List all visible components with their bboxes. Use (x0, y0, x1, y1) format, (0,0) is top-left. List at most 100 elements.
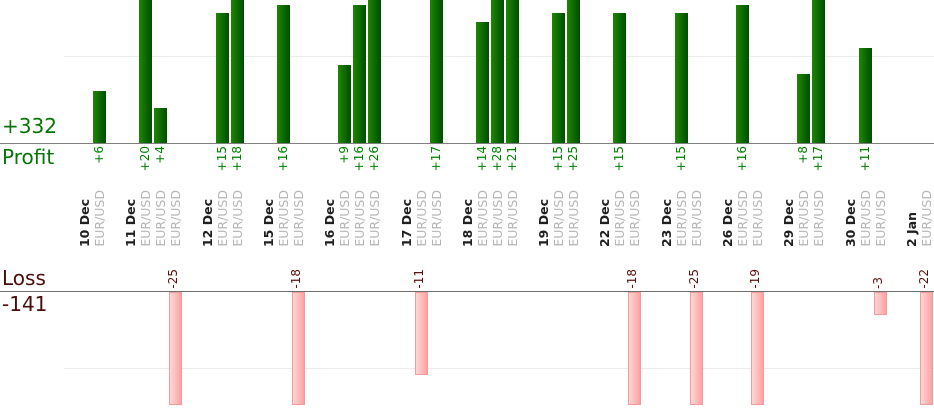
trade-symbol-label: EUR/USD (153, 190, 169, 247)
trade-date-label: 22 Dec (597, 198, 613, 247)
trade-date-label: 2 Jan (903, 211, 919, 247)
trade-symbol-label: EUR/USD (750, 190, 765, 247)
trade-symbol-label: EUR/USD (428, 190, 444, 247)
profit-bar (797, 74, 811, 143)
profit-axis-line (0, 143, 934, 144)
loss-bar (919, 292, 933, 405)
trade-symbol-label: EUR/USD (627, 190, 643, 247)
profit-value-label: +28 (489, 146, 504, 172)
profit-bar (736, 5, 749, 143)
profit-bar (93, 91, 106, 143)
profit-value-label: +9 (337, 146, 352, 164)
loss-bar (689, 292, 703, 405)
profit-value-label: +8 (796, 146, 811, 164)
trade-symbol-label: EUR/USD (796, 190, 812, 247)
profit-value-label: +4 (153, 146, 168, 164)
trade-symbol-label: EUR/USD (688, 190, 704, 247)
trade-symbol-label: EUR/USD (168, 190, 184, 247)
loss-value-label: -25 (686, 269, 701, 289)
profit-total: +332 (2, 114, 57, 138)
trade-date-label: 26 Dec (720, 198, 735, 247)
profit-value-label: +20 (138, 146, 153, 172)
trade-symbol-label: EUR/USD (413, 190, 429, 247)
trade-symbol-label: EUR/USD (504, 190, 520, 247)
trade-date-label: 11 Dec (123, 198, 139, 247)
trade-symbol-label: EUR/USD (857, 190, 873, 247)
trade-date-label: 19 Dec (536, 198, 552, 247)
trade-symbol-label: EUR/USD (489, 190, 505, 247)
profit-value-label: +16 (735, 146, 749, 172)
trade-date-label: 12 Dec (199, 198, 215, 247)
profit-value-label: +15 (551, 146, 566, 172)
trade-date-label: 29 Dec (781, 198, 797, 247)
trade-symbol-label: EUR/USD (811, 190, 827, 247)
loss-value-label: -18 (625, 269, 640, 289)
profit-bar (353, 5, 367, 143)
trade-date-label: 30 Dec (842, 198, 858, 247)
trade-symbol-label: EUR/USD (352, 190, 368, 247)
profit-bar (154, 108, 168, 143)
profit-bar (858, 48, 872, 143)
profit-bar (613, 13, 627, 143)
trade-symbol-label: EUR/USD (673, 190, 689, 247)
trade-date-label: 17 Dec (398, 198, 414, 247)
trade-symbol-label: EUR/USD (337, 190, 353, 247)
profit-bar (429, 0, 443, 143)
profit-bar (215, 13, 229, 143)
profit-bar (139, 0, 153, 143)
profit-bar (276, 5, 290, 143)
loss-gridline (64, 368, 934, 369)
loss-bar (414, 292, 428, 375)
loss-bar (628, 292, 642, 405)
loss-bar (751, 292, 764, 405)
trade-date-label: 10 Dec (77, 198, 92, 247)
profit-bar (475, 22, 489, 143)
trade-date-label: 23 Dec (658, 198, 674, 247)
loss-value-label: -19 (748, 269, 762, 289)
profit-bar (338, 65, 352, 143)
trade-symbol-label: EUR/USD (872, 190, 888, 247)
trade-symbol-label: EUR/USD (214, 190, 230, 247)
trade-date-label: 18 Dec (459, 198, 475, 247)
profit-bar (490, 0, 504, 143)
profit-bar (552, 13, 566, 143)
profit-value-label: +17 (428, 146, 443, 172)
loss-value-label: -25 (166, 269, 181, 289)
trade-date-label: 15 Dec (260, 198, 276, 247)
profit-value-label: +16 (275, 146, 290, 172)
profit-bar (674, 13, 688, 143)
trade-symbol-label: EUR/USD (275, 190, 291, 247)
profit-value-label: +6 (92, 146, 106, 164)
trade-symbol-label: EUR/USD (612, 190, 628, 247)
profit-value-label: +11 (857, 146, 872, 172)
profit-value-label: +15 (612, 146, 627, 172)
profit-value-label: +16 (352, 146, 367, 172)
profit-value-label: +15 (214, 146, 229, 172)
loss-bar (169, 292, 183, 405)
trade-symbol-label: EUR/USD (551, 190, 567, 247)
loss-value-label: -3 (870, 277, 885, 289)
trade-symbol-label: EUR/USD (566, 190, 582, 247)
loss-axis-line (0, 291, 934, 292)
profit-bar (812, 0, 826, 143)
loss-bar (291, 292, 305, 405)
profit-bar (368, 0, 382, 143)
profit-bar (230, 0, 244, 143)
trade-symbol-label: EUR/USD (918, 190, 934, 247)
profit-value-label: +26 (367, 146, 382, 172)
trade-symbol-label: EUR/USD (229, 190, 245, 247)
profit-value-label: +17 (811, 146, 826, 172)
trade-symbol-label: EUR/USD (474, 190, 490, 247)
trade-symbol-label: EUR/USD (92, 190, 107, 247)
loss-value-label: -11 (411, 269, 426, 289)
trade-symbol-label: EUR/USD (735, 190, 750, 247)
profit-value-label: +21 (504, 146, 519, 172)
profit-value-label: +14 (474, 146, 489, 172)
profit-axis-label: Profit (2, 145, 55, 169)
trade-symbol-label: EUR/USD (367, 190, 383, 247)
profit-bar (567, 0, 581, 143)
loss-value-label: -22 (916, 269, 931, 289)
loss-axis-label: Loss (2, 266, 46, 290)
trade-symbol-label: EUR/USD (138, 190, 154, 247)
